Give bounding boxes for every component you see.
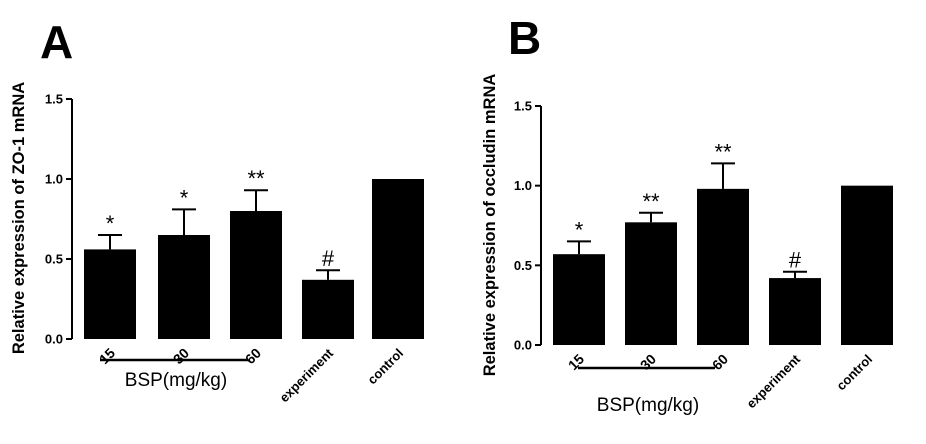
y-axis-a: 0.0 0.5 1.0 1.5: [45, 92, 73, 347]
panel-b: B Relative expression of occludin mRNA 0…: [481, 12, 893, 416]
significance-mark: #: [322, 246, 335, 271]
y-tick-label: 0.0: [45, 332, 63, 347]
bar-60: [697, 188, 749, 345]
panel-label-a: A: [40, 16, 73, 68]
significance-mark: **: [714, 139, 732, 164]
panel-label-b: B: [508, 12, 541, 64]
x-tick-label: control: [833, 352, 875, 394]
y-axis-label-b: Relative expression of occludin mRNA: [481, 74, 499, 377]
y-tick-label: 1.0: [45, 172, 63, 187]
y-tick-label: 0.5: [514, 258, 532, 273]
bar-30: [625, 222, 677, 345]
x-tick-label: 15: [96, 345, 118, 367]
y-axis-b: 0.0 0.5 1.0 1.5: [514, 99, 542, 353]
significance-mark: *: [180, 185, 189, 210]
bar-experiment: [769, 278, 821, 345]
bars-b: *****#: [553, 139, 893, 345]
significance-mark: **: [247, 166, 265, 191]
x-tick-label: control: [364, 346, 406, 388]
bar-control: [841, 185, 893, 345]
y-axis-label-a: Relative expression of ZO-1 mRNA: [10, 82, 28, 354]
bar-control: [372, 179, 424, 339]
bar-15: [553, 254, 605, 345]
x-tick-label: 30: [637, 351, 659, 373]
panel-a: A Relative expression of ZO-1 mRNA 0.00.…: [10, 16, 424, 405]
y-tick-label: 1.5: [514, 99, 532, 114]
y-tick-label: 0.5: [45, 252, 63, 267]
bar-60: [230, 211, 282, 339]
bar-15: [84, 249, 136, 339]
significance-mark: #: [789, 248, 802, 273]
y-tick-label: 1.0: [514, 178, 532, 193]
x-tick-label: 60: [709, 351, 731, 373]
x-tick-label: experiment: [276, 345, 336, 405]
y-tick-label: 1.5: [45, 92, 63, 107]
group-label-a: BSP(mg/kg): [125, 370, 227, 391]
bar-experiment: [302, 279, 354, 339]
significance-mark: **: [642, 189, 660, 214]
x-tick-label: experiment: [743, 351, 803, 411]
significance-mark: *: [575, 217, 584, 242]
group-label-b: BSP(mg/kg): [597, 395, 699, 416]
y-tick-label: 0.0: [514, 338, 532, 353]
bar-30: [158, 235, 210, 339]
x-tick-label: 30: [170, 345, 192, 367]
x-tick-label: 15: [565, 351, 587, 373]
x-tick-label: 60: [242, 345, 264, 367]
bars-a: ****#: [84, 166, 424, 339]
significance-mark: *: [106, 211, 115, 236]
